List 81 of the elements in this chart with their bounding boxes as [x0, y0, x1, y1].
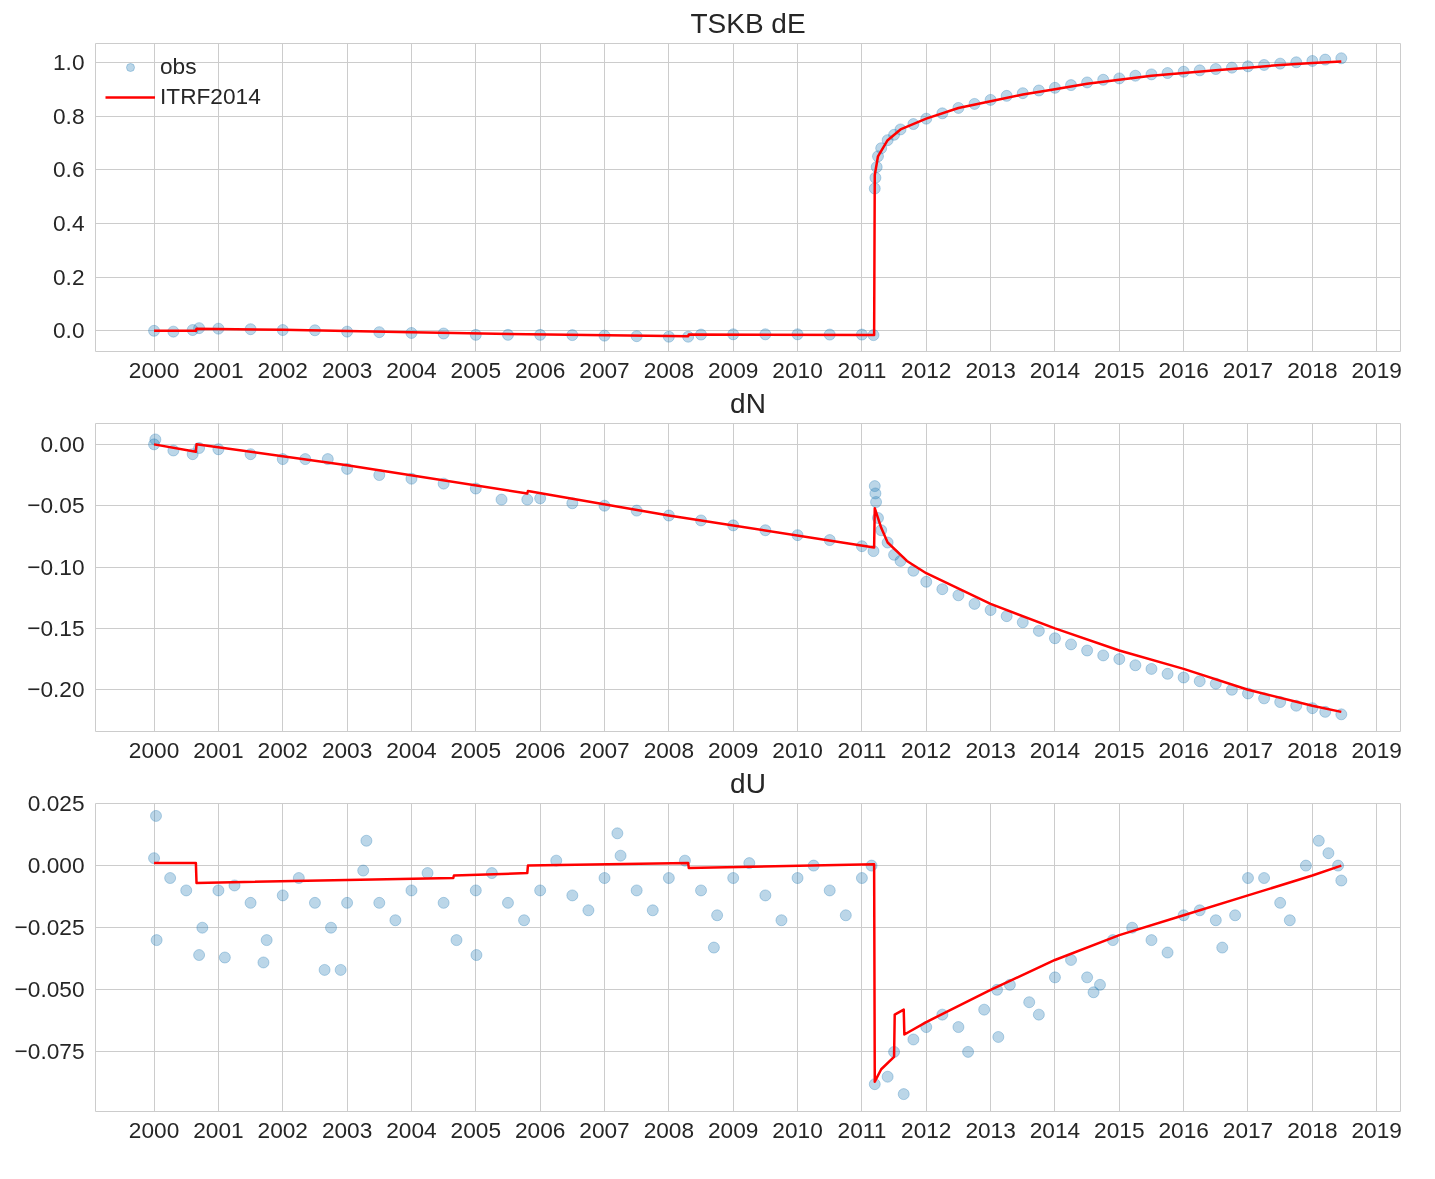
- x-tick-label: 2017: [1222, 356, 1274, 383]
- chart-title: dU: [730, 767, 766, 799]
- legend-label: ITRF2014: [160, 83, 261, 110]
- x-tick-label: 2015: [1094, 356, 1145, 383]
- x-tick-label: 2016: [1158, 736, 1209, 763]
- x-tick-label: 2016: [1158, 1116, 1209, 1143]
- x-tick-label: 2015: [1094, 1116, 1145, 1143]
- x-tick-label: 2004: [386, 736, 437, 763]
- x-tick-label: 2009: [708, 356, 759, 383]
- x-tick-label: 2002: [257, 1116, 308, 1143]
- y-tick-label: 0.6: [53, 156, 85, 183]
- y-tick-label: 0.000: [27, 852, 85, 879]
- x-tick-label: 2003: [321, 736, 373, 763]
- x-tick-label: 2019: [1351, 356, 1402, 383]
- x-tick-label: 2000: [128, 356, 180, 383]
- x-tick-label: 2018: [1287, 1116, 1338, 1143]
- x-tick-label: 2007: [579, 356, 630, 383]
- x-tick-label: 2013: [965, 1116, 1016, 1143]
- y-tick-label: −0.15: [27, 614, 85, 641]
- x-tick-label: 2014: [1029, 356, 1081, 383]
- x-tick-label: 2018: [1287, 736, 1338, 763]
- x-tick-label: 2012: [901, 1116, 952, 1143]
- x-tick-label: 2002: [257, 356, 308, 383]
- x-tick-label: 2004: [386, 356, 437, 383]
- chart-title: dN: [730, 387, 766, 419]
- x-tick-label: 2010: [772, 736, 823, 763]
- y-tick-label: −0.050: [14, 976, 85, 1003]
- x-tick-label: 2018: [1287, 356, 1338, 383]
- chart-title: TSKB dE: [690, 7, 806, 39]
- x-tick-label: 2005: [450, 1116, 502, 1143]
- x-tick-label: 2014: [1029, 736, 1081, 763]
- y-tick-label: −0.20: [27, 676, 85, 703]
- x-tick-label: 2013: [965, 356, 1016, 383]
- y-tick-label: 0.00: [40, 430, 85, 457]
- y-tick-label: 0.8: [53, 102, 85, 129]
- x-tick-label: 2003: [321, 356, 373, 383]
- x-tick-label: 2006: [514, 356, 566, 383]
- x-tick-label: 2007: [579, 1116, 630, 1143]
- x-tick-label: 2010: [772, 1116, 823, 1143]
- x-tick-label: 2011: [837, 736, 887, 763]
- x-tick-label: 2006: [514, 1116, 566, 1143]
- y-tick-label: −0.05: [27, 492, 85, 519]
- x-tick-label: 2005: [450, 356, 502, 383]
- x-tick-label: 2011: [837, 356, 887, 383]
- legend-label: obs: [160, 53, 197, 80]
- x-tick-label: 2012: [901, 356, 952, 383]
- x-tick-label: 2005: [450, 736, 502, 763]
- x-tick-label: 2015: [1094, 736, 1145, 763]
- x-tick-label: 2014: [1029, 1116, 1081, 1143]
- y-tick-label: −0.025: [14, 914, 85, 941]
- x-tick-label: 2012: [901, 736, 952, 763]
- y-tick-label: −0.10: [27, 553, 85, 580]
- y-tick-label: 0.0: [53, 317, 85, 344]
- x-tick-label: 2019: [1351, 1116, 1402, 1143]
- x-tick-label: 2009: [708, 1116, 759, 1143]
- x-tick-label: 2017: [1222, 736, 1274, 763]
- x-tick-label: 2008: [643, 736, 695, 763]
- y-tick-label: −0.075: [14, 1038, 85, 1065]
- x-tick-label: 2008: [643, 1116, 695, 1143]
- x-tick-label: 2016: [1158, 356, 1209, 383]
- y-tick-label: 0.025: [27, 790, 85, 816]
- x-tick-label: 2013: [965, 736, 1016, 763]
- x-tick-label: 2006: [514, 736, 566, 763]
- x-tick-label: 2007: [579, 736, 630, 763]
- x-tick-label: 2017: [1222, 1116, 1274, 1143]
- x-tick-label: 2019: [1351, 736, 1402, 763]
- y-tick-label: 1.0: [53, 48, 85, 75]
- x-tick-label: 2004: [386, 1116, 437, 1143]
- x-tick-label: 2008: [643, 356, 695, 383]
- x-tick-label: 2003: [321, 1116, 373, 1143]
- x-tick-label: 2000: [128, 736, 180, 763]
- x-tick-label: 2001: [193, 736, 244, 763]
- y-tick-label: 0.2: [53, 263, 85, 290]
- x-tick-label: 2010: [772, 356, 823, 383]
- x-tick-label: 2009: [708, 736, 759, 763]
- x-tick-label: 2011: [837, 1116, 887, 1143]
- y-tick-label: 0.4: [53, 209, 85, 236]
- x-tick-label: 2001: [193, 356, 244, 383]
- x-tick-label: 2001: [193, 1116, 244, 1143]
- x-tick-label: 2002: [257, 736, 308, 763]
- x-tick-label: 2000: [128, 1116, 180, 1143]
